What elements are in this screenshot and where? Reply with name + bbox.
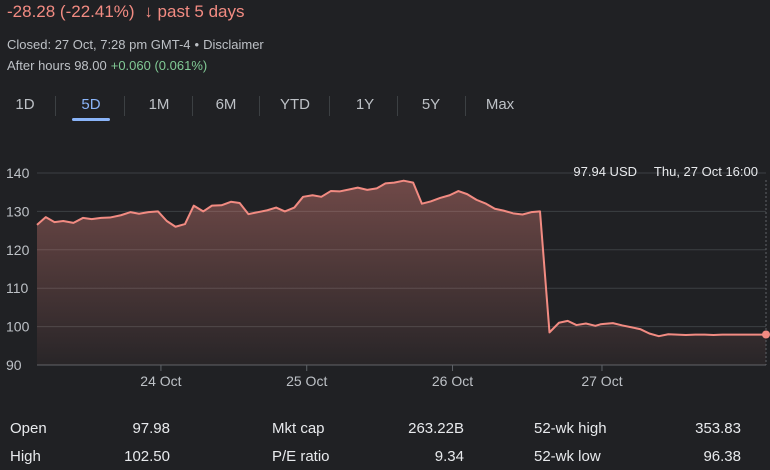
after-hours-info: After hours 98.00 +0.060 (0.061%) <box>7 58 207 73</box>
change-period: past 5 days <box>157 2 245 21</box>
active-tab-indicator <box>72 118 110 121</box>
x-tick-label: 26 Oct <box>432 373 473 389</box>
range-tabs: 1D 5D 1M 6M YTD 1Y 5Y Max <box>0 88 770 124</box>
stat-52wk-high-value: 353.83 <box>695 420 741 437</box>
stat-pe-value: 9.34 <box>434 448 464 465</box>
disclaimer-link[interactable]: Disclaimer <box>203 37 264 52</box>
stat-52wk-low-value: 96.38 <box>703 448 741 465</box>
x-tick-label: 25 Oct <box>286 373 327 389</box>
tab-divider <box>397 96 398 116</box>
tab-max[interactable]: Max <box>485 96 515 113</box>
closed-time: Closed: 27 Oct, 7:28 pm GMT-4 <box>7 37 191 52</box>
down-arrow-icon: ↓ <box>144 2 153 21</box>
stat-52wk-low-label: 52-wk low <box>534 448 601 465</box>
stat-mktcap-value: 263.22B <box>408 420 464 437</box>
stat-open-value: 97.98 <box>132 420 170 437</box>
tab-divider <box>259 96 260 116</box>
tab-divider <box>192 96 193 116</box>
tab-divider <box>329 96 330 116</box>
tab-divider <box>55 96 56 116</box>
stat-mktcap-label: Mkt cap <box>272 420 325 437</box>
stat-high-value: 102.50 <box>124 448 170 465</box>
stat-pe-label: P/E ratio <box>272 448 330 465</box>
stat-high-label: High <box>10 448 41 465</box>
tab-5y[interactable]: 5Y <box>421 96 441 113</box>
stat-open-label: Open <box>10 420 47 437</box>
current-price-dot <box>762 330 770 339</box>
tab-1d[interactable]: 1D <box>15 96 35 113</box>
x-tick-label: 24 Oct <box>140 373 181 389</box>
tab-divider <box>465 96 466 116</box>
price-chart[interactable]: 90 100 110 120 130 140 24 Oct 25 Oct 26 Oct 27 O… <box>0 150 770 400</box>
stat-52wk-high-label: 52-wk high <box>534 420 607 437</box>
y-tick-label: 140 <box>6 165 30 181</box>
tab-1m[interactable]: 1M <box>148 96 170 113</box>
tab-5d[interactable]: 5D <box>81 96 101 113</box>
price-change: -28.28 (-22.41%) ↓ past 5 days <box>7 2 245 22</box>
x-tick-label: 27 Oct <box>581 373 622 389</box>
y-tick-label: 90 <box>6 357 22 373</box>
y-axis: 90 100 110 120 130 140 <box>6 165 30 373</box>
y-tick-label: 100 <box>6 319 30 335</box>
bullet-separator: • <box>194 37 200 52</box>
tab-1y[interactable]: 1Y <box>355 96 375 113</box>
price-line <box>36 179 767 338</box>
after-hours-price: After hours 98.00 <box>7 58 107 73</box>
change-value: -28.28 (-22.41%) <box>7 2 135 21</box>
x-axis: 24 Oct 25 Oct 26 Oct 27 Oct <box>37 364 766 389</box>
key-stats: Open 97.98 High 102.50 Mkt cap 263.22B P… <box>0 412 770 470</box>
price-area <box>37 180 766 365</box>
tooltip-time: Thu, 27 Oct 16:00 <box>654 164 758 179</box>
tab-divider <box>124 96 125 116</box>
closed-info: Closed: 27 Oct, 7:28 pm GMT-4 • Disclaimer <box>7 37 264 52</box>
y-tick-label: 120 <box>6 242 30 258</box>
tooltip-price: 97.94 USD <box>573 164 637 179</box>
tab-ytd[interactable]: YTD <box>280 96 310 113</box>
tab-6m[interactable]: 6M <box>215 96 237 113</box>
after-hours-change: +0.060 (0.061%) <box>110 58 208 73</box>
y-tick-label: 130 <box>6 203 30 219</box>
y-tick-label: 110 <box>6 280 29 296</box>
